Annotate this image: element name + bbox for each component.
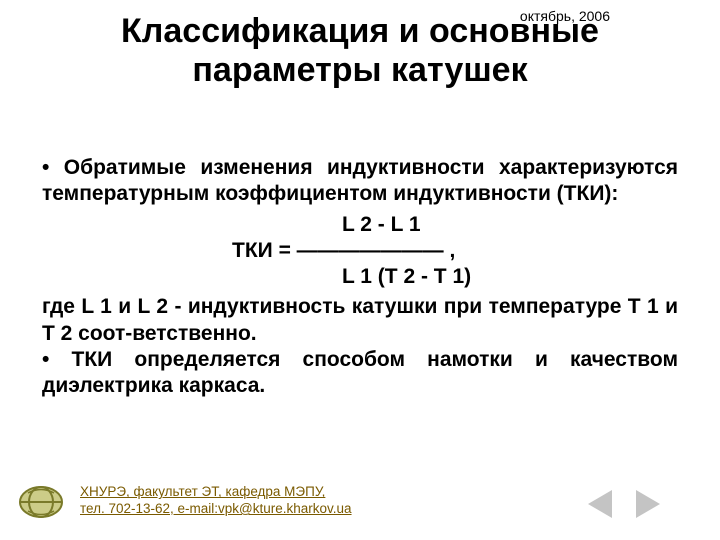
where-clause: где L 1 и L 2 - индуктивность катушки пр… [42, 294, 678, 347]
title-line-2: параметры катушек [192, 51, 527, 89]
bullet-2: • ТКИ определяется способом намотки и ка… [42, 347, 678, 400]
footer-contact: ХНУРЭ, факультет ЭТ, кафедра МЭПУ, тел. … [80, 484, 352, 518]
bullet-1-text: Обратимые изменения индуктивности характ… [42, 156, 678, 205]
formula-numerator: L 2 - L 1 [42, 212, 678, 238]
next-slide-button[interactable] [636, 490, 660, 518]
formula-equals: ТКИ = ——————— , [42, 238, 678, 264]
prev-slide-button[interactable] [588, 490, 612, 518]
footer-line-2: тел. 702-13-62, e-mail:vpk@kture.kharkov… [80, 501, 352, 516]
nav-controls [588, 490, 660, 518]
bullet-2-text: ТКИ определяется способом намотки и каче… [42, 348, 678, 397]
title-line-1: Классификация и основные [121, 12, 599, 50]
slide-body: • Обратимые изменения индуктивности хара… [42, 155, 678, 399]
footer-line-1: ХНУРЭ, факультет ЭТ, кафедра МЭПУ, [80, 484, 325, 499]
slide-title: Классификация и основные параметры катуш… [0, 12, 720, 90]
bullet-1: • Обратимые изменения индуктивности хара… [42, 155, 678, 208]
formula-block: L 2 - L 1 ТКИ = ——————— , L 1 (T 2 - T 1… [42, 212, 678, 291]
org-logo-icon [18, 484, 64, 520]
formula-denominator: L 1 (T 2 - T 1) [42, 264, 678, 290]
